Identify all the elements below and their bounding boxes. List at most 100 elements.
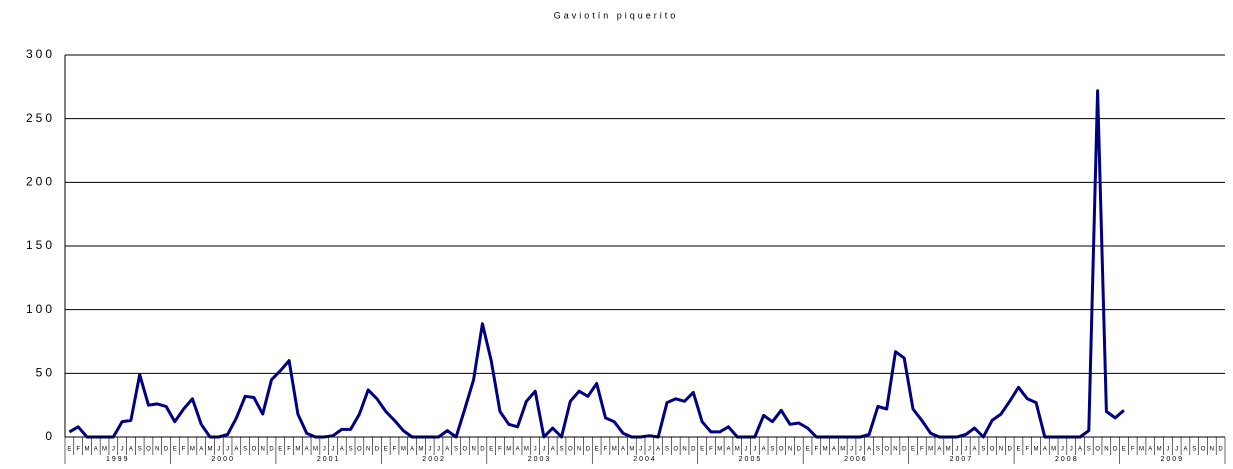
x-tick-label: E xyxy=(1122,447,1126,453)
y-tick-label: 200 xyxy=(26,175,55,189)
x-tick-label: J xyxy=(964,447,967,453)
x-tick-label: F xyxy=(393,447,397,453)
year-label: 1999 xyxy=(106,456,130,463)
x-tick-label: D xyxy=(480,447,485,453)
x-tick-label: O xyxy=(146,447,151,453)
x-tick-label: S xyxy=(349,447,353,453)
x-tick-label: M xyxy=(735,447,740,453)
x-tick-label: J xyxy=(639,447,642,453)
x-tick-label: A xyxy=(621,447,625,453)
year-label: 2000 xyxy=(211,456,235,463)
x-tick-label: N xyxy=(366,447,370,453)
x-tick-label: J xyxy=(542,447,545,453)
x-tick-label: A xyxy=(516,447,520,453)
x-tick-label: M xyxy=(612,447,617,453)
x-tick-label: O xyxy=(673,447,678,453)
x-tick-label: D xyxy=(1008,447,1013,453)
x-tick-label: A xyxy=(832,447,836,453)
x-tick-label: M xyxy=(1139,447,1144,453)
x-tick-label: M xyxy=(313,447,318,453)
x-tick-label: D xyxy=(586,447,591,453)
x-tick-label: D xyxy=(269,447,274,453)
x-tick-label: F xyxy=(1131,447,1135,453)
x-tick-label: N xyxy=(261,447,265,453)
x-tick-label: M xyxy=(823,447,828,453)
y-tick-label: 0 xyxy=(45,429,55,443)
x-tick-label: A xyxy=(94,447,98,453)
y-tick-label: 100 xyxy=(26,302,55,316)
x-tick-label: A xyxy=(867,447,871,453)
x-tick-label: S xyxy=(243,447,247,453)
x-tick-label: M xyxy=(1034,447,1039,453)
x-tick-label: M xyxy=(190,447,195,453)
x-tick-label: O xyxy=(990,447,995,453)
x-tick-label: M xyxy=(102,447,107,453)
x-tick-label: O xyxy=(357,447,362,453)
x-tick-label: E xyxy=(278,447,282,453)
x-tick-label: S xyxy=(454,447,458,453)
x-tick-label: J xyxy=(121,447,124,453)
x-tick-label: E xyxy=(595,447,599,453)
x-tick-label: M xyxy=(418,447,423,453)
y-tick-label: 150 xyxy=(26,238,55,252)
x-tick-label: A xyxy=(973,447,977,453)
y-tick-label: 300 xyxy=(26,47,55,61)
x-tick-label: O xyxy=(884,447,889,453)
x-tick-label: F xyxy=(920,447,924,453)
x-tick-label: N xyxy=(1210,447,1214,453)
x-tick-label: N xyxy=(893,447,897,453)
x-tick-label: A xyxy=(234,447,238,453)
x-tick-label: M xyxy=(928,447,933,453)
x-tick-label: N xyxy=(788,447,792,453)
year-label: 2003 xyxy=(528,456,552,463)
x-tick-label: M xyxy=(717,447,722,453)
x-tick-label: O xyxy=(252,447,257,453)
x-tick-label: S xyxy=(981,447,985,453)
x-tick-label: J xyxy=(648,447,651,453)
x-tick-label: O xyxy=(568,447,573,453)
x-tick-label: O xyxy=(779,447,784,453)
x-tick-label: D xyxy=(797,447,802,453)
x-tick-label: E xyxy=(489,447,493,453)
x-tick-label: M xyxy=(506,447,511,453)
x-tick-label: A xyxy=(199,447,203,453)
x-tick-label: J xyxy=(753,447,756,453)
x-tick-label: F xyxy=(1025,447,1029,453)
x-tick-label: D xyxy=(902,447,907,453)
x-tick-label: F xyxy=(709,447,713,453)
x-tick-label: A xyxy=(1043,447,1047,453)
x-tick-label: N xyxy=(471,447,475,453)
year-label: 2008 xyxy=(1055,456,1079,463)
year-label: 2007 xyxy=(950,456,974,463)
x-tick-label: F xyxy=(604,447,608,453)
y-tick-label: 250 xyxy=(26,111,55,125)
x-tick-label: M xyxy=(401,447,406,453)
x-tick-label: E xyxy=(384,447,388,453)
x-tick-label: J xyxy=(1070,447,1073,453)
x-tick-label: A xyxy=(445,447,449,453)
x-tick-label: A xyxy=(305,447,309,453)
y-tick-label: 50 xyxy=(36,366,55,380)
x-tick-label: A xyxy=(1148,447,1152,453)
x-tick-label: A xyxy=(410,447,414,453)
x-tick-label: D xyxy=(164,447,169,453)
x-tick-label: S xyxy=(665,447,669,453)
x-tick-label: A xyxy=(340,447,344,453)
x-tick-label: D xyxy=(691,447,696,453)
x-tick-label: M xyxy=(1051,447,1056,453)
x-tick-label: S xyxy=(138,447,142,453)
x-tick-label: F xyxy=(182,447,186,453)
x-tick-label: N xyxy=(682,447,686,453)
x-tick-label: N xyxy=(577,447,581,453)
x-tick-label: J xyxy=(1166,447,1169,453)
x-tick-label: O xyxy=(1201,447,1206,453)
x-tick-label: A xyxy=(937,447,941,453)
x-tick-label: J xyxy=(332,447,335,453)
x-tick-label: J xyxy=(534,447,537,453)
x-tick-label: E xyxy=(806,447,810,453)
x-tick-label: E xyxy=(911,447,915,453)
x-tick-label: M xyxy=(524,447,529,453)
x-tick-label: S xyxy=(1087,447,1091,453)
x-tick-label: M xyxy=(208,447,213,453)
